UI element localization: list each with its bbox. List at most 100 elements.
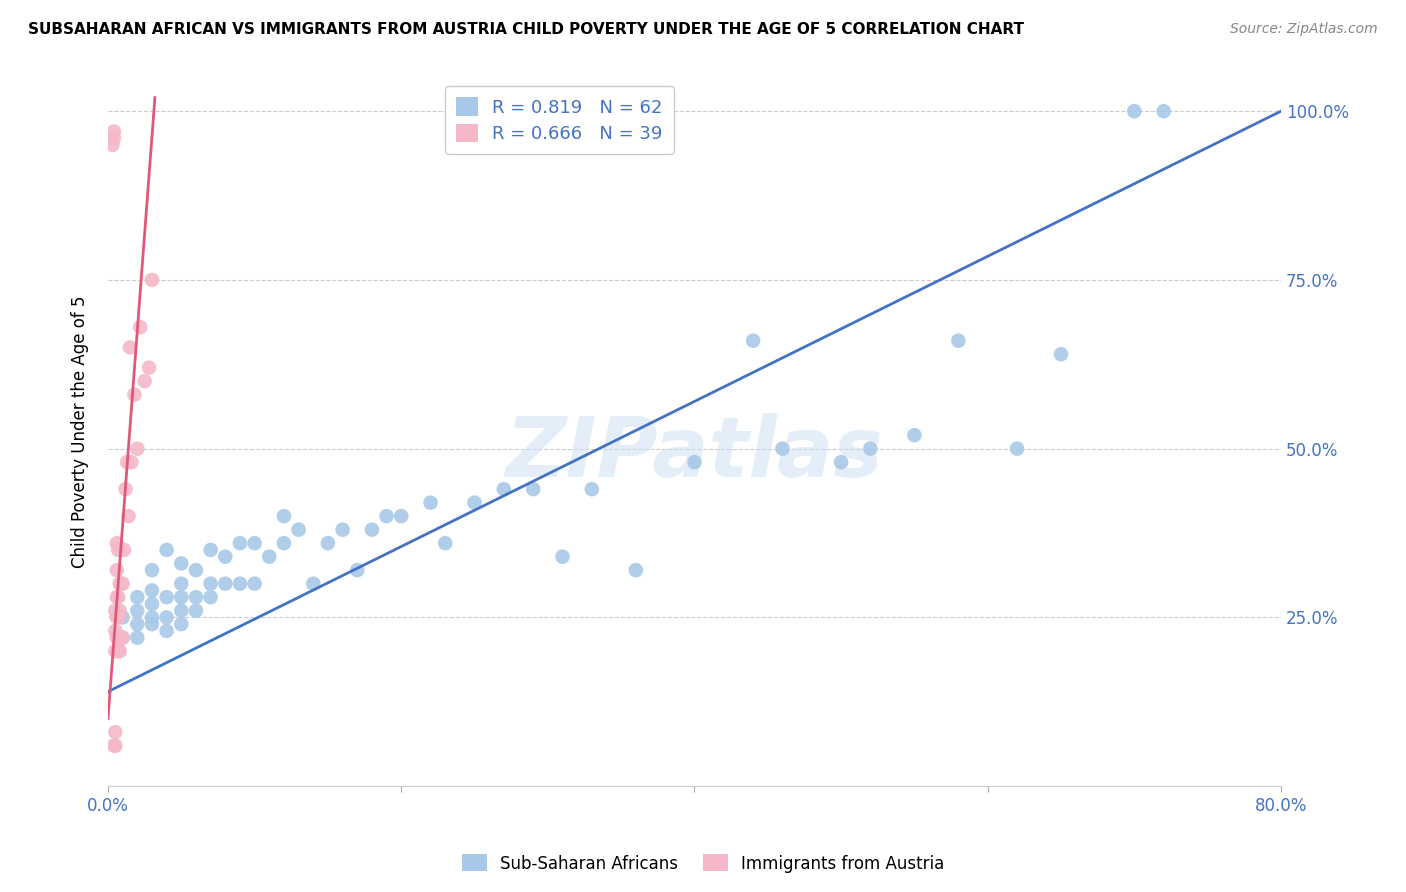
Point — [114, 482, 136, 496]
Point — [107, 644, 129, 658]
Point — [156, 624, 179, 638]
Point — [316, 536, 339, 550]
Point — [624, 563, 647, 577]
Point — [683, 455, 706, 469]
Point — [170, 590, 193, 604]
Point — [112, 542, 135, 557]
Point — [110, 631, 132, 645]
Point — [1153, 104, 1175, 119]
Y-axis label: Child Poverty Under the Age of 5: Child Poverty Under the Age of 5 — [72, 295, 89, 568]
Point — [105, 563, 128, 577]
Point — [434, 536, 457, 550]
Text: Source: ZipAtlas.com: Source: ZipAtlas.com — [1230, 22, 1378, 37]
Point — [200, 590, 222, 604]
Point — [141, 610, 163, 624]
Point — [111, 610, 134, 624]
Point — [184, 590, 207, 604]
Point — [118, 340, 141, 354]
Point — [948, 334, 970, 348]
Point — [127, 617, 149, 632]
Point — [127, 631, 149, 645]
Point — [156, 542, 179, 557]
Point — [104, 644, 127, 658]
Point — [111, 576, 134, 591]
Point — [141, 273, 163, 287]
Point — [127, 604, 149, 618]
Point — [127, 442, 149, 456]
Point — [273, 509, 295, 524]
Point — [522, 482, 544, 496]
Point — [104, 624, 127, 638]
Point — [419, 496, 441, 510]
Point — [156, 610, 179, 624]
Point — [214, 549, 236, 564]
Point — [214, 576, 236, 591]
Point — [138, 360, 160, 375]
Point — [105, 631, 128, 645]
Point — [104, 739, 127, 753]
Point — [243, 576, 266, 591]
Point — [120, 455, 142, 469]
Point — [302, 576, 325, 591]
Point — [551, 549, 574, 564]
Text: SUBSAHARAN AFRICAN VS IMMIGRANTS FROM AUSTRIA CHILD POVERTY UNDER THE AGE OF 5 C: SUBSAHARAN AFRICAN VS IMMIGRANTS FROM AU… — [28, 22, 1024, 37]
Point — [1005, 442, 1028, 456]
Point — [141, 617, 163, 632]
Point — [389, 509, 412, 524]
Point — [105, 610, 128, 624]
Point — [1123, 104, 1146, 119]
Point — [903, 428, 925, 442]
Point — [332, 523, 354, 537]
Legend: R = 0.819   N = 62, R = 0.666   N = 39: R = 0.819 N = 62, R = 0.666 N = 39 — [446, 87, 673, 154]
Point — [346, 563, 368, 577]
Point — [104, 725, 127, 739]
Point — [273, 536, 295, 550]
Point — [108, 576, 131, 591]
Point — [111, 631, 134, 645]
Legend: Sub-Saharan Africans, Immigrants from Austria: Sub-Saharan Africans, Immigrants from Au… — [456, 847, 950, 880]
Point — [1050, 347, 1073, 361]
Point — [259, 549, 281, 564]
Point — [229, 536, 252, 550]
Point — [101, 137, 124, 152]
Point — [141, 597, 163, 611]
Point — [859, 442, 882, 456]
Point — [141, 563, 163, 577]
Point — [141, 583, 163, 598]
Point — [129, 320, 152, 334]
Point — [115, 455, 138, 469]
Point — [229, 576, 252, 591]
Point — [200, 576, 222, 591]
Point — [287, 523, 309, 537]
Point — [107, 610, 129, 624]
Point — [108, 604, 131, 618]
Point — [107, 542, 129, 557]
Point — [464, 496, 486, 510]
Point — [742, 334, 765, 348]
Point — [103, 124, 125, 138]
Point — [184, 563, 207, 577]
Point — [103, 131, 125, 145]
Point — [170, 617, 193, 632]
Text: ZIPatlas: ZIPatlas — [506, 413, 883, 493]
Point — [772, 442, 794, 456]
Point — [107, 590, 129, 604]
Point — [581, 482, 603, 496]
Point — [103, 739, 125, 753]
Point — [117, 509, 139, 524]
Point — [375, 509, 398, 524]
Point — [170, 557, 193, 571]
Point — [105, 536, 128, 550]
Point — [111, 631, 134, 645]
Point — [124, 387, 146, 401]
Point — [170, 604, 193, 618]
Point — [156, 590, 179, 604]
Point — [110, 576, 132, 591]
Point — [105, 590, 128, 604]
Point — [108, 644, 131, 658]
Point — [134, 374, 156, 388]
Point — [170, 576, 193, 591]
Point — [361, 523, 384, 537]
Point — [200, 542, 222, 557]
Point — [127, 590, 149, 604]
